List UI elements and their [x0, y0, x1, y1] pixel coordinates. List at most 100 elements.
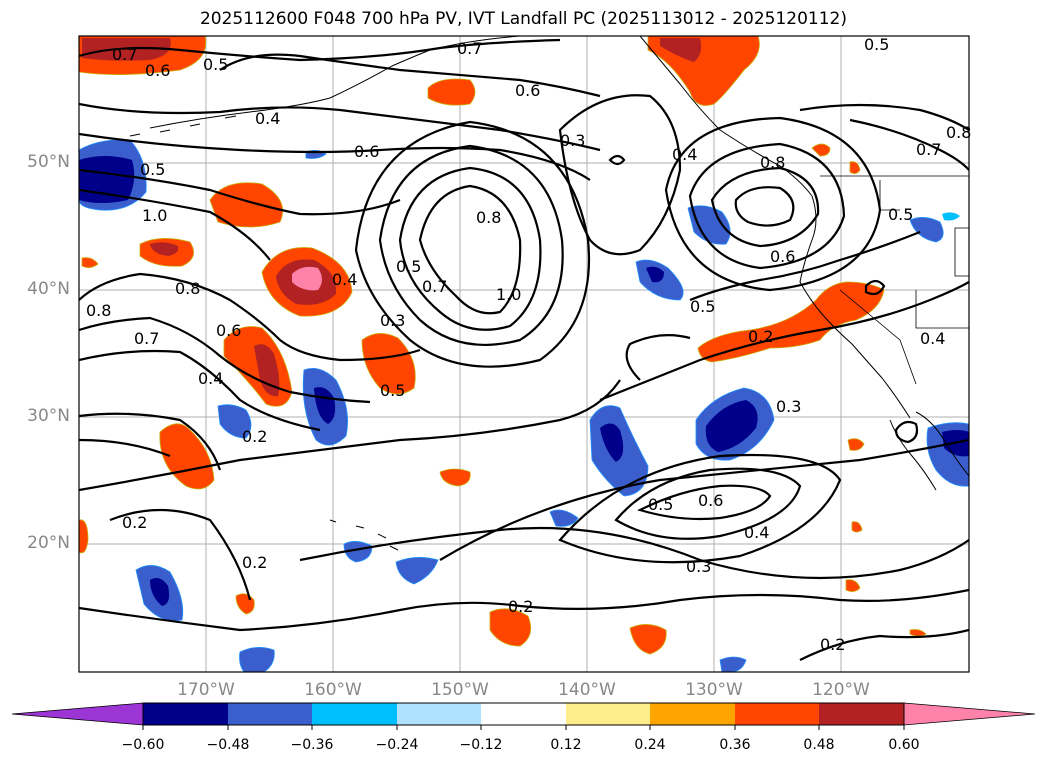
contour-label: 0.7 [422, 277, 447, 296]
colorbar-segment [650, 703, 735, 725]
colorbar-tick-label: −0.12 [459, 737, 503, 753]
hawaii [329, 519, 399, 551]
contour-05-mid [79, 168, 401, 216]
pos-blob-r [851, 521, 863, 533]
contour-label: 0.6 [354, 142, 379, 161]
pos-blob-u [81, 257, 99, 268]
colorbar-tick-label: −0.24 [375, 737, 419, 753]
aleutian-islands [129, 115, 237, 137]
contour-label: 0.4 [332, 270, 357, 289]
contour-label: 0.2 [122, 513, 147, 532]
colorbar-segment [735, 703, 819, 725]
contour-low-2 [710, 166, 820, 248]
pos-blob-l [629, 624, 667, 655]
contour-label: 0.4 [744, 523, 769, 542]
lon-label: 140°W [558, 680, 616, 700]
lon-label: 150°W [431, 680, 489, 700]
contour-label: 0.5 [396, 257, 421, 276]
us-west-coast [799, 195, 911, 419]
pos-blob-s [845, 579, 861, 592]
colorbar-segment [312, 703, 397, 725]
lat-label: 30°N [27, 406, 70, 426]
contour-label: 0.5 [203, 55, 228, 74]
contour-label: 0.6 [145, 61, 170, 80]
neg-blob-i-core [705, 400, 758, 452]
lat-label: 50°N [27, 152, 70, 172]
contour-02-sub [299, 526, 969, 580]
pos-blob-t [909, 629, 927, 637]
contour-04-north [79, 102, 601, 152]
colorbar-frame [142, 702, 905, 726]
pos-blob-c-core [150, 242, 179, 256]
contour-04-w [79, 438, 171, 458]
contour-trough-3 [378, 144, 564, 346]
lon-label: 160°W [304, 680, 362, 700]
colorbar-tick-label: −0.48 [206, 737, 250, 753]
contour-label: 0.5 [648, 495, 673, 514]
contour-label: 0.8 [86, 301, 111, 320]
contour-label: 0.6 [698, 491, 723, 510]
contour-loop-small-2 [894, 420, 919, 444]
contour-loop-small [608, 154, 626, 166]
lat-label: 20°N [27, 533, 70, 553]
contour-label: 0.2 [820, 635, 845, 654]
neg-blob-n-core [150, 578, 170, 606]
pos-blob-d-core [292, 266, 322, 291]
contour-02-south [79, 588, 969, 632]
neg-blob-q [942, 212, 960, 221]
map-title: 2025112600 F048 700 hPa PV, IVT Landfall… [199, 9, 847, 29]
pos-blob-h [439, 468, 471, 487]
contour-10 [79, 188, 271, 261]
contour-label: 0.8 [476, 208, 501, 227]
contour-low-3 [688, 142, 846, 270]
neg-blob-o [239, 647, 275, 672]
contour-label: 0.7 [134, 329, 159, 348]
contour-label: 0.2 [748, 327, 773, 346]
lon-label: 170°W [177, 680, 235, 700]
contour-05-north [219, 53, 601, 98]
contour-label: 0.6 [515, 81, 540, 100]
contour-label: 0.7 [112, 45, 137, 64]
contour-02-mid [79, 379, 621, 492]
pv-contours [79, 38, 969, 661]
contour-label: 0.2 [508, 597, 533, 616]
colorbar-segment [143, 703, 228, 725]
pos-blob-f [361, 333, 416, 395]
contour-03-east [599, 281, 969, 402]
contour-label: 0.5 [888, 205, 913, 224]
pos-blob-m-core [660, 38, 702, 62]
colorbar-segment [566, 703, 650, 725]
contour-label: 0.5 [864, 35, 889, 54]
colorbar-tick-label: −0.60 [121, 737, 165, 753]
contour-ne-2 [799, 103, 969, 131]
colorbar-min-extend [11, 702, 144, 726]
pos-blob-n [811, 143, 831, 157]
contour-loop-small-3 [864, 279, 886, 296]
contour-trough-inner [418, 184, 522, 315]
pos-blob-p [697, 281, 885, 363]
contour-label: 0.3 [380, 311, 405, 330]
contour-label: 0.6 [770, 247, 795, 266]
contour-06-mid [79, 132, 591, 181]
pos-blob-q [847, 438, 865, 451]
contour-label: 0.3 [560, 131, 585, 150]
colorbar-segment [481, 703, 566, 725]
neg-blob-c [687, 205, 731, 245]
contour-08-ridge [79, 272, 421, 362]
contour-label: 0.2 [242, 427, 267, 446]
contour-07-north [79, 38, 561, 62]
colorbar-tick-label: 0.36 [719, 737, 751, 753]
contour-04-sub [558, 453, 842, 564]
contour-label: 0.7 [916, 140, 941, 159]
neg-blob-l [343, 541, 373, 563]
neg-blob-g [217, 404, 252, 439]
pos-blob-i [79, 519, 89, 554]
neg-blob-h-core [600, 423, 624, 462]
contour-label: 1.0 [496, 285, 521, 304]
contour-label: 1.0 [142, 206, 167, 225]
pos-blob-k [489, 608, 532, 647]
colorbar-segment [228, 703, 312, 725]
contour-06-sub [637, 484, 772, 521]
contour-label: 0.5 [690, 297, 715, 316]
